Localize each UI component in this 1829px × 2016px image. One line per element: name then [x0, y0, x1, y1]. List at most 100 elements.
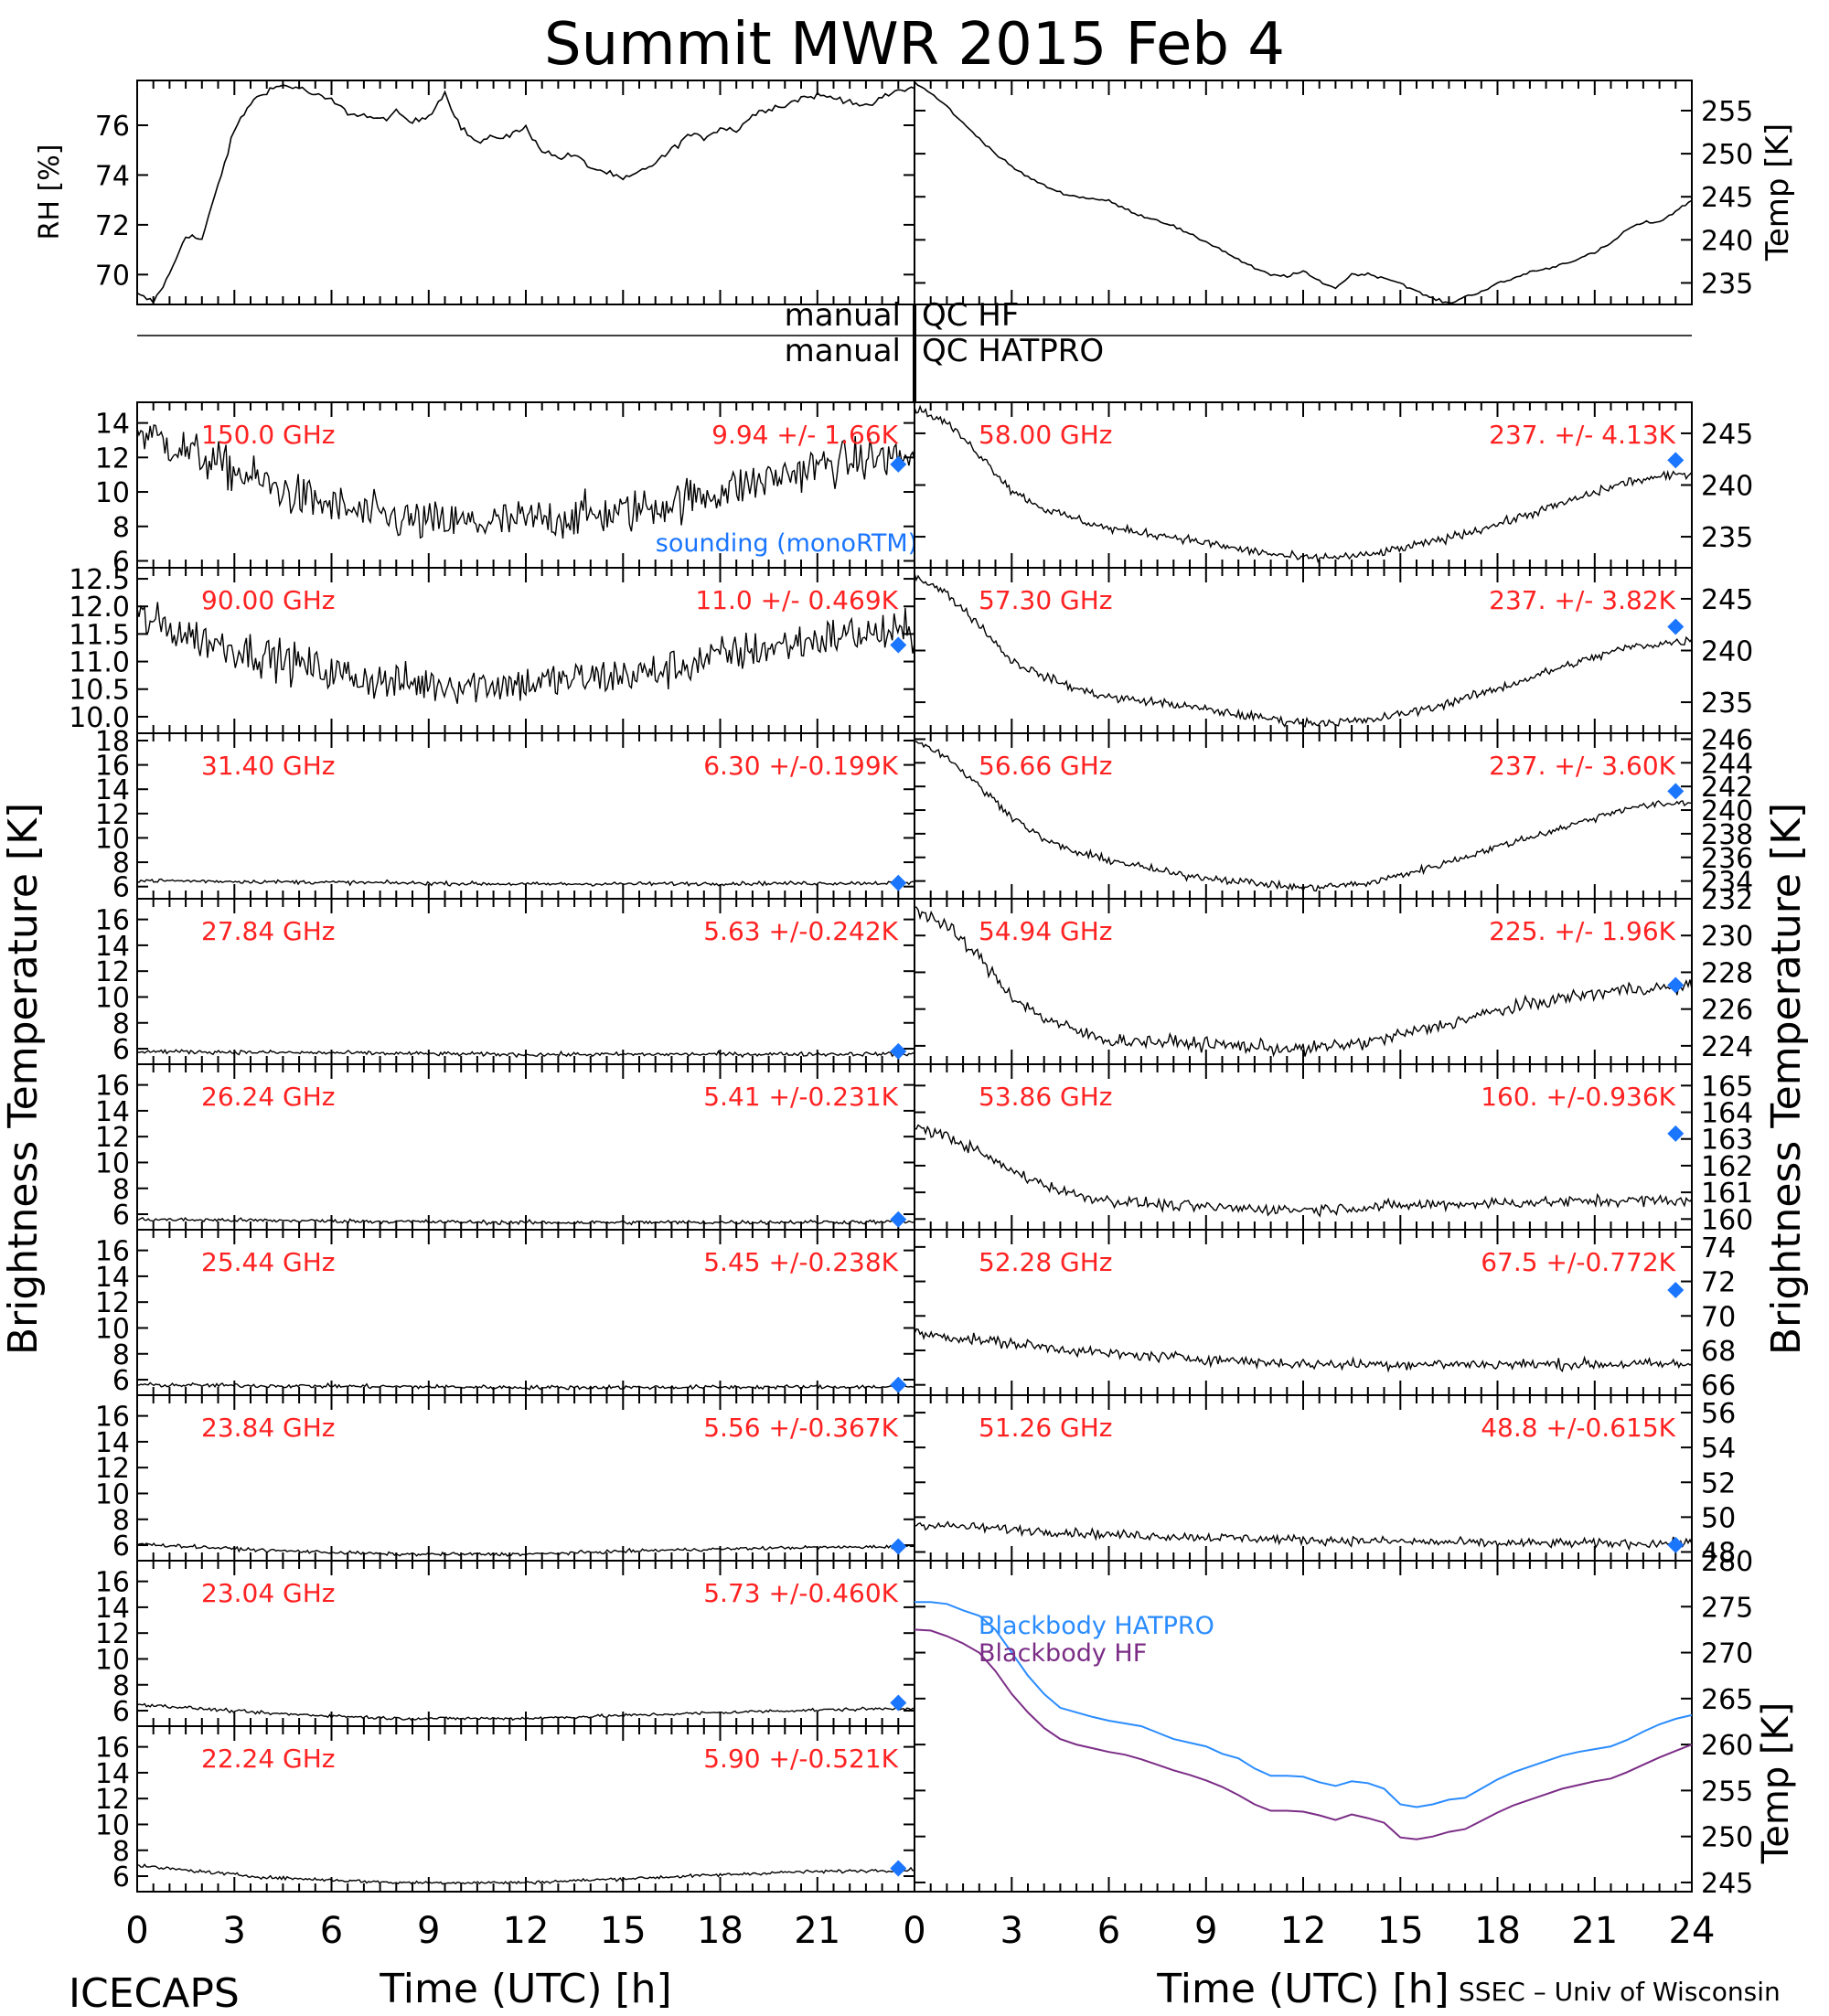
- y-tick-label: 12: [95, 1122, 130, 1154]
- sounding-marker-tb-150: [890, 455, 907, 473]
- y-tick-label: 228: [1701, 957, 1753, 989]
- sounding-marker-tb-90: [890, 636, 907, 654]
- freq-label-tb-31.40: 31.40 GHz: [201, 751, 336, 781]
- qc-hf-label-right: QC HF: [922, 297, 1019, 334]
- x-minor-ticks: [136, 899, 915, 1064]
- freq-label-tb-26.24: 26.24 GHz: [201, 1082, 336, 1112]
- x-tick-label-left: 18: [697, 1910, 743, 1952]
- x-tick-marks: [914, 733, 1693, 899]
- y-tick-label: 161: [1701, 1178, 1753, 1210]
- x-tick-label-right: 15: [1377, 1910, 1424, 1952]
- freq-label-tb-56.66: 56.66 GHz: [979, 751, 1113, 781]
- y-tick-label: 240: [1701, 795, 1753, 827]
- y-tick-label: 250: [1701, 1822, 1753, 1854]
- y-tick-label: 16: [95, 751, 130, 783]
- y-tick-label: 10: [95, 1809, 130, 1841]
- stats-label-tb-54.94: 225. +/- 1.96K: [1489, 916, 1675, 946]
- trace-tb-90: [136, 602, 915, 704]
- y-tick-label: 8: [112, 1174, 130, 1206]
- y-tick-label: 14: [95, 1758, 130, 1790]
- qc-hatpro-label-right: QC HATPRO: [922, 333, 1104, 369]
- bb-ylabel: Temp [K]: [1755, 1702, 1797, 1865]
- x-tick-label-right: 0: [903, 1910, 925, 1952]
- y-tick-label: 70: [95, 260, 130, 292]
- y-tick-label: 70: [1701, 1301, 1736, 1333]
- temp-ylabel: Temp [K]: [1759, 123, 1796, 261]
- stats-label-tb-25.44: 5.45 +/-0.238K: [703, 1247, 898, 1277]
- stats-label-tb-53.86: 160. +/-0.936K: [1481, 1082, 1675, 1112]
- y-tick-label: 18: [95, 726, 130, 758]
- y-tick-label: 10: [95, 823, 130, 855]
- sounding-marker-tb-56.66: [1667, 783, 1685, 800]
- sounding-marker-tb-27.84: [890, 1042, 907, 1060]
- y-tick-label: 10: [95, 1313, 130, 1345]
- y-tick-label: 165: [1701, 1071, 1753, 1103]
- sounding-marker-tb-54.94: [1667, 976, 1685, 994]
- x-tick-marks: [136, 733, 915, 899]
- x-tick-marks: [914, 1561, 1693, 1892]
- x-tick-marks: [914, 1064, 1693, 1230]
- y-tick-label: 244: [1701, 748, 1753, 780]
- y-tick-label: 16: [95, 1567, 130, 1599]
- y-tick-label: 6: [112, 1365, 130, 1397]
- y-tick-label: 54: [1701, 1433, 1736, 1465]
- trace-tb-27.84: [136, 1049, 915, 1059]
- trace-tb-23.04: [136, 1702, 915, 1722]
- qc-hf-label-left: manual: [785, 297, 901, 334]
- y-tick-label: 242: [1701, 772, 1753, 804]
- x-minor-ticks: [136, 1230, 915, 1395]
- blackbody-panel: [914, 1560, 1693, 1893]
- y-tick-label: 232: [1701, 884, 1753, 916]
- y-tick-label: 255: [1701, 96, 1753, 128]
- left-ylabel: Brightness Temperature [K]: [0, 803, 47, 1355]
- trace-tb-54.94: [914, 906, 1693, 1058]
- y-tick-label: 246: [1701, 724, 1753, 756]
- y-tick-label: 224: [1701, 1031, 1753, 1063]
- y-tick-label: 14: [95, 1593, 130, 1625]
- y-tick-label: 162: [1701, 1151, 1753, 1183]
- x-minor-ticks: [136, 80, 915, 304]
- y-tick-label: 16: [95, 1071, 130, 1103]
- trace-tb-25.44: [137, 1381, 915, 1391]
- freq-label-tb-57.30: 57.30 GHz: [979, 585, 1113, 615]
- stats-label-tb-26.24: 5.41 +/-0.231K: [703, 1082, 898, 1112]
- y-tick-label: 6: [112, 1861, 130, 1893]
- sounding-marker-tb-25.44: [890, 1376, 907, 1393]
- y-tick-label: 6: [112, 1034, 130, 1066]
- stats-label-tb-23.04: 5.73 +/-0.460K: [703, 1578, 898, 1608]
- y-tick-label: 234: [1701, 867, 1753, 899]
- sounding-marker-tb-53.86: [1667, 1125, 1685, 1142]
- y-tick-label: 14: [95, 774, 130, 806]
- x-tick-label-right: 9: [1194, 1910, 1217, 1952]
- freq-label-tb-51.26: 51.26 GHz: [979, 1413, 1113, 1443]
- trace-tb-23.84: [136, 1542, 915, 1557]
- x-tick-label-left: 3: [223, 1910, 246, 1952]
- x-tick-label-left: 21: [794, 1910, 840, 1952]
- trace-tb-56.66: [914, 741, 1692, 892]
- y-tick-label: 265: [1701, 1684, 1753, 1716]
- y-tick-label: 14: [95, 1096, 130, 1128]
- y-tick-label: 12.5: [69, 564, 130, 596]
- y-tick-label: 245: [1701, 419, 1753, 451]
- y-tick-label: 8: [112, 1670, 130, 1702]
- rh-trace: [136, 84, 915, 304]
- x-tick-label-right: 12: [1280, 1910, 1327, 1952]
- right-ylabel: Brightness Temperature [K]: [1763, 803, 1810, 1355]
- bb-legend-0: Blackbody HATPRO: [979, 1612, 1214, 1640]
- bb-legend-1: Blackbody HF: [979, 1639, 1147, 1668]
- y-tick-label: 10.0: [69, 702, 130, 734]
- x-tick-label-left: 12: [503, 1910, 550, 1952]
- y-tick-label: 12: [95, 443, 130, 475]
- x-axis-label-right: Time (UTC) [h]: [1156, 1966, 1449, 2011]
- y-tick-label: 236: [1701, 843, 1753, 875]
- stats-label-tb-57.30: 237. +/- 3.82K: [1489, 585, 1675, 615]
- y-tick-label: 6: [112, 1696, 130, 1728]
- y-tick-label: 160: [1701, 1204, 1753, 1236]
- y-tick-label: 260: [1701, 1730, 1753, 1762]
- temp-trace: [914, 80, 1693, 304]
- y-tick-label: 10.5: [69, 675, 130, 707]
- sounding-marker-tb-31.40: [890, 874, 907, 891]
- y-tick-label: 8: [112, 1836, 130, 1868]
